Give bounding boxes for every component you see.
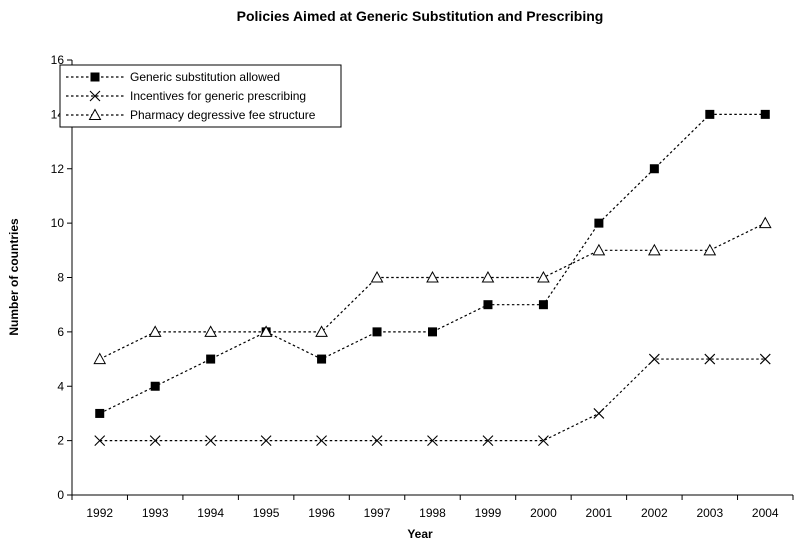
y-tick-label: 8	[57, 271, 64, 285]
data-point	[592, 243, 606, 256]
data-point	[259, 325, 273, 337]
data-point	[760, 109, 770, 119]
legend-label: Incentives for generic prescribing	[130, 89, 306, 103]
x-tick-label: 1993	[142, 506, 169, 520]
series-3	[93, 216, 772, 365]
data-point	[759, 353, 771, 365]
data-point	[316, 435, 327, 447]
data-point	[95, 408, 105, 418]
data-point	[94, 435, 106, 447]
data-point	[149, 435, 161, 447]
x-tick-label: 2001	[586, 506, 613, 520]
legend-entry: Pharmacy degressive fee structure	[66, 108, 316, 122]
y-tick-label: 10	[51, 216, 65, 230]
data-point	[593, 408, 605, 419]
x-tick-label: 1992	[86, 506, 113, 520]
legend-entry: Incentives for generic prescribing	[66, 89, 306, 103]
data-point	[205, 435, 217, 447]
data-point	[483, 300, 493, 310]
chart-title: Policies Aimed at Generic Substitution a…	[237, 8, 604, 24]
series-line	[99, 113, 766, 414]
legend: Generic substitution allowed Incentives f…	[59, 64, 342, 128]
data-point	[93, 352, 107, 365]
x-tick-label: 2004	[752, 506, 779, 520]
data-point	[372, 327, 382, 337]
data-point	[703, 243, 717, 256]
legend-label: Pharmacy degressive fee structure	[130, 108, 316, 122]
data-point	[371, 435, 383, 447]
data-point	[537, 270, 550, 283]
data-point	[317, 354, 327, 364]
data-point	[428, 327, 437, 337]
data-point	[758, 216, 772, 229]
legend-marker	[89, 90, 101, 102]
x-tick-label: 1996	[308, 506, 335, 520]
data-point	[206, 354, 216, 364]
data-point	[649, 164, 659, 174]
y-tick-label: 0	[57, 488, 64, 502]
x-tick-label: 2002	[641, 506, 668, 520]
x-axis-ticks: 1992 1993 1994 1995 1996 1997 1998 1999 2000 2001…	[71, 495, 794, 520]
data-point	[594, 218, 604, 228]
x-axis-title: Year	[407, 527, 433, 541]
legend-marker	[90, 72, 100, 82]
x-tick-label: 2000	[530, 506, 557, 520]
x-tick-label: 2003	[696, 506, 723, 520]
y-tick-label: 4	[57, 379, 64, 393]
data-point	[538, 435, 549, 447]
series-line	[99, 358, 766, 442]
data-point	[648, 353, 660, 365]
data-point	[705, 109, 715, 119]
x-tick-label: 1994	[197, 506, 224, 520]
data-point	[481, 270, 495, 283]
x-tick-label: 1997	[364, 506, 391, 520]
data-point	[648, 243, 661, 256]
x-tick-label: 1999	[475, 506, 502, 520]
series-1	[95, 109, 770, 418]
data-point	[204, 325, 217, 337]
data-point	[538, 300, 548, 310]
data-point	[150, 381, 160, 391]
data-point	[482, 435, 494, 447]
y-tick-label: 6	[57, 325, 64, 339]
y-tick-label: 16	[51, 53, 65, 67]
data-point	[148, 325, 162, 337]
x-tick-label: 1995	[253, 506, 280, 520]
y-tick-label: 2	[57, 434, 64, 448]
series-layer	[93, 109, 772, 447]
data-point	[427, 435, 438, 447]
legend-entry: Generic substitution allowed	[66, 70, 280, 84]
series-line	[99, 222, 766, 360]
data-point	[370, 270, 384, 283]
data-point	[704, 353, 716, 365]
legend-marker	[88, 108, 102, 120]
y-axis-title: Number of countries	[7, 218, 21, 336]
data-point	[426, 270, 439, 283]
series-2	[94, 353, 771, 447]
y-tick-label: 12	[51, 162, 65, 176]
x-tick-label: 1998	[419, 506, 446, 520]
data-point	[315, 325, 328, 337]
legend-entries: Generic substitution allowed Incentives f…	[66, 70, 316, 122]
legend-label: Generic substitution allowed	[130, 70, 280, 84]
data-point	[260, 435, 272, 447]
